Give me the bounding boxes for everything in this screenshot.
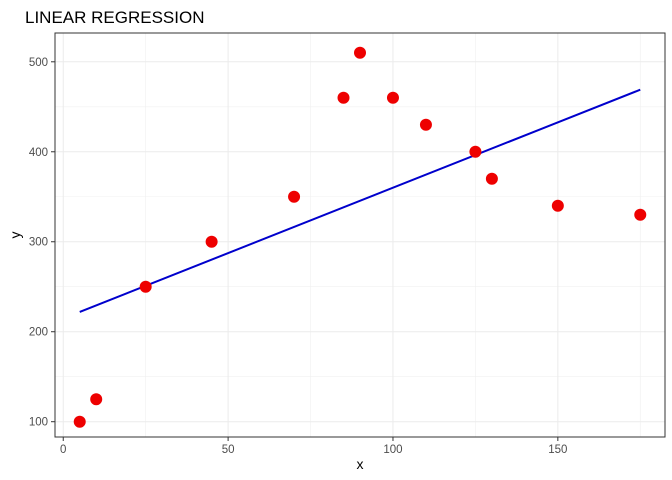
data-point bbox=[205, 235, 218, 248]
data-point bbox=[485, 172, 498, 185]
data-point bbox=[90, 393, 103, 406]
y-tick-label: 400 bbox=[29, 147, 48, 159]
regression-line bbox=[79, 88, 641, 313]
y-tick-label: 300 bbox=[29, 237, 48, 249]
data-point bbox=[419, 118, 432, 131]
plot-panel bbox=[54, 32, 666, 438]
y-tick-label: 200 bbox=[29, 327, 48, 339]
regression-line-group bbox=[79, 88, 641, 313]
data-point bbox=[288, 190, 301, 203]
y-tick-label: 500 bbox=[29, 57, 48, 69]
grid bbox=[55, 33, 665, 437]
x-tick-label: 50 bbox=[222, 444, 235, 456]
chart-title: LINEAR REGRESSION bbox=[25, 8, 205, 27]
y-tick-label: 100 bbox=[29, 417, 48, 429]
x-tick-label: 0 bbox=[60, 444, 66, 456]
data-point bbox=[386, 91, 399, 104]
x-axis-title: x bbox=[357, 456, 364, 472]
y-axis-title: y bbox=[7, 232, 23, 239]
axis-ticks: 0 50 100 150 100 200 300 400 500 bbox=[29, 57, 568, 456]
data-point bbox=[354, 46, 366, 59]
data-point bbox=[139, 280, 152, 293]
data-point bbox=[469, 145, 482, 158]
data-point bbox=[551, 199, 564, 212]
data-point bbox=[634, 208, 647, 221]
x-tick-label: 150 bbox=[548, 444, 567, 456]
x-tick-label: 100 bbox=[383, 444, 402, 456]
data-point bbox=[73, 415, 86, 428]
data-points bbox=[73, 46, 647, 428]
data-point bbox=[337, 91, 350, 104]
